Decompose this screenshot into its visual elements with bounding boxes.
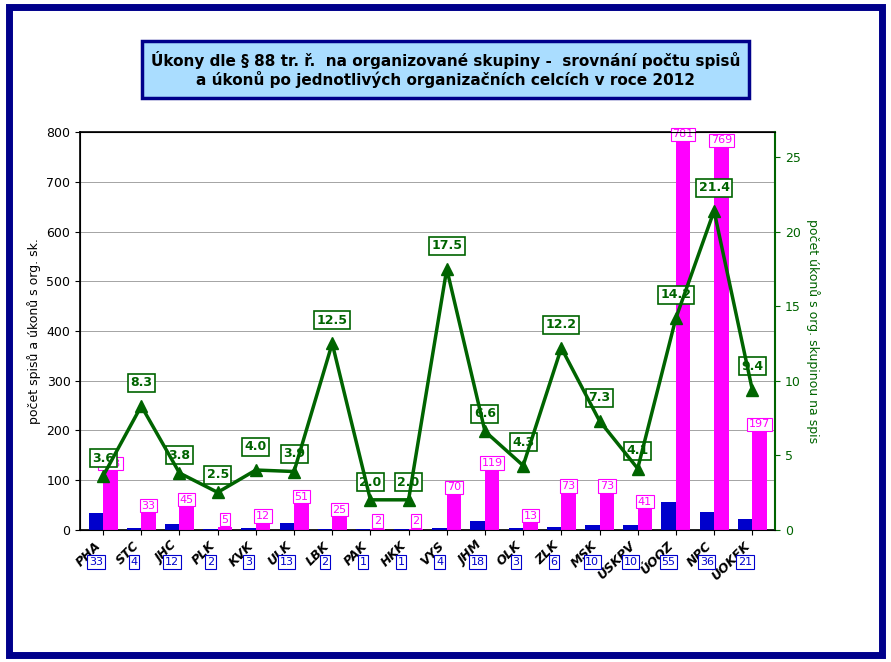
Text: 25: 25: [332, 504, 347, 515]
Text: 6.6: 6.6: [474, 407, 496, 420]
Text: 2: 2: [413, 516, 420, 526]
Y-axis label: počet spisů a úkonů s org. sk.: počet spisů a úkonů s org. sk.: [27, 238, 41, 424]
Text: 12.2: 12.2: [546, 318, 576, 331]
Text: 10: 10: [624, 557, 637, 567]
Text: 55: 55: [662, 557, 675, 567]
Bar: [661, 502, 676, 530]
Text: 2: 2: [322, 557, 329, 567]
Text: 21.4: 21.4: [699, 181, 730, 194]
Text: 3.9: 3.9: [283, 448, 305, 460]
Bar: [714, 148, 729, 530]
Text: 1: 1: [360, 557, 366, 567]
Text: 118: 118: [100, 459, 121, 469]
Bar: [294, 504, 308, 530]
Bar: [241, 528, 256, 530]
Text: 12: 12: [256, 511, 270, 521]
Text: 10: 10: [585, 557, 600, 567]
Text: 3.6: 3.6: [92, 452, 114, 465]
Bar: [738, 519, 752, 530]
Text: 781: 781: [673, 129, 694, 140]
Text: 3: 3: [245, 557, 252, 567]
Y-axis label: počet úkonů s org. skupinou na spis: počet úkonů s org. skupinou na spis: [806, 219, 821, 443]
Text: 4.0: 4.0: [245, 440, 267, 453]
Bar: [600, 493, 614, 530]
Text: 73: 73: [561, 481, 576, 491]
Bar: [332, 517, 347, 530]
Text: Úkony dle § 88 tr. ř.  na organizované skupiny -  srovnání počtu spisů
a úkonů p: Úkony dle § 88 tr. ř. na organizované sk…: [151, 50, 740, 89]
Text: 33: 33: [89, 557, 102, 567]
Text: 13: 13: [523, 510, 537, 520]
Bar: [585, 524, 600, 530]
Text: 119: 119: [482, 458, 503, 468]
Text: 9.4: 9.4: [741, 360, 764, 373]
Text: 4: 4: [130, 557, 137, 567]
Text: 4.1: 4.1: [626, 444, 649, 457]
Text: 2.5: 2.5: [207, 468, 229, 481]
Bar: [470, 520, 485, 530]
Text: 1: 1: [398, 557, 405, 567]
Text: 6: 6: [551, 557, 558, 567]
Text: 51: 51: [294, 492, 308, 502]
Bar: [203, 528, 217, 530]
Text: 3.8: 3.8: [168, 449, 191, 462]
Text: 8.3: 8.3: [130, 376, 152, 389]
Text: 4: 4: [436, 557, 443, 567]
Text: 73: 73: [600, 481, 614, 491]
Bar: [523, 523, 537, 530]
Text: 2: 2: [374, 516, 381, 526]
Bar: [623, 524, 638, 530]
Bar: [676, 142, 691, 530]
Bar: [127, 528, 142, 530]
Text: 70: 70: [447, 483, 461, 493]
Bar: [280, 523, 294, 530]
Bar: [638, 509, 652, 530]
Text: 13: 13: [280, 557, 294, 567]
Text: 45: 45: [180, 495, 193, 504]
Bar: [699, 512, 714, 530]
Text: 7.3: 7.3: [588, 391, 610, 404]
Text: 2: 2: [207, 557, 214, 567]
Bar: [142, 513, 156, 530]
Bar: [88, 513, 103, 530]
Text: 4.3: 4.3: [512, 436, 535, 449]
Text: 36: 36: [699, 557, 714, 567]
Bar: [446, 495, 462, 530]
Bar: [256, 524, 270, 530]
Bar: [165, 524, 179, 530]
Bar: [432, 528, 446, 530]
Bar: [752, 432, 767, 530]
Text: 14.2: 14.2: [660, 289, 691, 301]
Text: 41: 41: [638, 496, 652, 507]
Bar: [485, 471, 500, 530]
Bar: [179, 507, 194, 530]
Text: 21: 21: [738, 557, 752, 567]
Text: 12: 12: [165, 557, 179, 567]
Bar: [561, 493, 576, 530]
Text: 3: 3: [512, 557, 519, 567]
Bar: [318, 528, 332, 530]
Bar: [371, 528, 385, 530]
Bar: [509, 528, 523, 530]
Text: 33: 33: [142, 500, 156, 511]
Bar: [217, 527, 233, 530]
Text: 17.5: 17.5: [431, 239, 462, 252]
Bar: [103, 471, 118, 530]
Text: 5: 5: [222, 514, 228, 524]
Text: 2.0: 2.0: [359, 476, 381, 489]
Text: 2.0: 2.0: [397, 476, 420, 489]
Text: 197: 197: [749, 419, 770, 429]
Text: 769: 769: [711, 135, 732, 145]
Text: 12.5: 12.5: [316, 314, 347, 327]
Bar: [409, 528, 423, 530]
Bar: [547, 527, 561, 530]
Text: 18: 18: [470, 557, 485, 567]
